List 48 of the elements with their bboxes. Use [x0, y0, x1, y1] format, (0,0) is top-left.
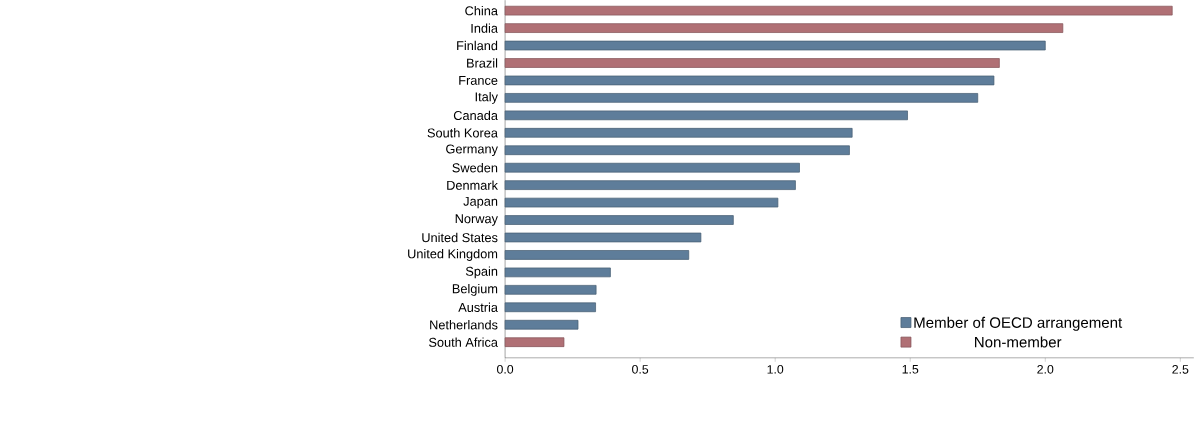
y-tick-label: Netherlands — [430, 320, 498, 330]
bar — [504, 93, 979, 103]
y-tick-label: Finland — [457, 41, 498, 51]
bar — [504, 110, 908, 121]
y-tick-label: Sweden — [452, 163, 498, 173]
bar — [504, 320, 579, 330]
x-tick-label: 0.5 — [632, 365, 649, 374]
y-tick-label: South Korea — [427, 128, 498, 138]
y-tick-label: Spain — [465, 266, 498, 279]
bar — [504, 215, 734, 225]
x-tick-label: 0.0 — [497, 365, 514, 374]
x-tick-label: 1.5 — [902, 365, 919, 374]
y-tick-label: Denmark — [447, 180, 498, 190]
bar — [504, 40, 1046, 51]
bar — [504, 232, 702, 243]
bar — [504, 128, 853, 138]
y-tick-label: India — [471, 23, 498, 33]
y-tick-label: Germany — [446, 144, 498, 157]
bar — [504, 23, 1064, 34]
y-tick-label: South Africa — [429, 337, 498, 348]
bar — [504, 285, 597, 295]
x-tick-label: 2.5 — [1172, 365, 1189, 374]
y-tick-label: Brazil — [467, 58, 498, 68]
x-tick-label: 1.0 — [767, 365, 784, 374]
x-tick-label: 2.0 — [1037, 365, 1054, 374]
bar — [504, 58, 1000, 68]
y-tick-label: France — [459, 76, 498, 86]
y-tick-label: United Kingdom — [408, 249, 498, 262]
y-tick-label: Belgium — [452, 284, 498, 296]
bar — [504, 267, 611, 278]
y-tick-label: United States — [422, 232, 498, 243]
bar — [504, 197, 779, 208]
y-tick-label: Norway — [455, 214, 498, 226]
y-tick-label: Japan — [463, 197, 498, 209]
bar — [504, 337, 565, 348]
bar — [504, 163, 800, 173]
text: Non-member — [975, 336, 1062, 348]
bar — [504, 5, 1173, 16]
y-tick-label: Canada — [453, 110, 498, 121]
bar — [504, 180, 796, 191]
y-tick-label: China — [465, 6, 498, 16]
y-tick-label: Italy — [475, 92, 498, 104]
bar — [504, 75, 995, 86]
bar — [504, 250, 690, 260]
bar — [504, 302, 596, 313]
legend-label: Member of OECD arrangement — [914, 317, 1123, 332]
y-tick-label: Austria — [458, 302, 498, 313]
bar — [504, 145, 850, 156]
